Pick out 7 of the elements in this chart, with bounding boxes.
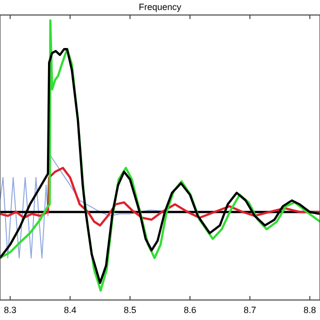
chart-title: Frequency (138, 2, 182, 12)
x-tick-label: 8.3 (4, 305, 16, 315)
x-tick-label: 8.7 (244, 305, 256, 315)
x-tick-label: 8.8 (304, 305, 316, 315)
x-tick-label: 8.5 (124, 305, 136, 315)
x-tick-label: 8.6 (184, 305, 196, 315)
x-tick-label: 8.4 (64, 305, 76, 315)
